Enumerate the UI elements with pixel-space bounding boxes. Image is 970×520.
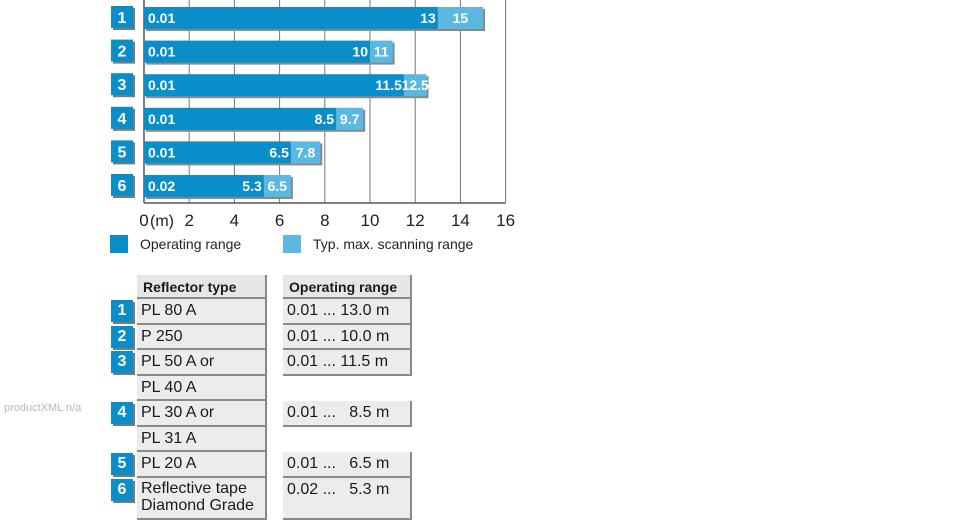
row-badge [111, 39, 133, 62]
table-header-reflector-type: Reflector type [137, 275, 267, 299]
legend-operating-label: Operating range [140, 236, 242, 252]
operating-range-bar [144, 141, 291, 164]
legend-operating: Operating range [110, 235, 241, 253]
bar-start-label: 0.01 [148, 10, 175, 26]
operating-range-cell: 0.01 ... 8.5 m [283, 401, 412, 427]
bar-operating-label: 8.5 [315, 111, 335, 127]
reflector-type-cell: Reflective tape Diamond Grade [137, 478, 267, 520]
x-tick-label: 8 [320, 211, 329, 230]
operating-range-cell: 0.02 ... 5.3 m [283, 478, 412, 520]
reflector-type-cell: P 250 [137, 325, 267, 350]
row-badge-number: 4 [118, 111, 127, 128]
operating-range-bar [144, 175, 264, 197]
bar-operating-label: 5.3 [242, 178, 262, 194]
legend-scanning-swatch [283, 235, 301, 253]
reflector-type-cell: PL 31 A [137, 427, 267, 452]
bar-operating-label: 10 [352, 44, 368, 60]
bar-max-label: 9.7 [340, 111, 360, 127]
bar-start-label: 0.01 [148, 77, 175, 93]
operating-range-bar [144, 107, 337, 130]
row-badge-number: 2 [118, 44, 127, 61]
operating-range-bar [144, 40, 370, 63]
table-header-operating-range: Operating range [283, 275, 412, 299]
table-row-number-badge: 1 [111, 300, 133, 322]
legend-scanning-label: Typ. max. scanning range [313, 236, 474, 252]
operating-range-bar [144, 7, 438, 29]
operating-range-bar [144, 74, 404, 97]
row-badge [111, 174, 133, 196]
row-badge [111, 106, 133, 129]
bar-start-label: 0.02 [148, 178, 175, 194]
bar-start-label: 0.01 [148, 111, 175, 127]
table-row-number-badge: 4 [111, 402, 133, 424]
x-tick-label: 14 [451, 211, 470, 230]
scanning-range-bar [437, 7, 483, 29]
reflector-type-cell: PL 80 A [137, 299, 267, 325]
table-row-number-badge: 2 [111, 326, 133, 348]
reflector-type-cell: PL 50 A or [137, 350, 267, 376]
reflector-type-cell: PL 30 A or [137, 401, 267, 427]
row-badge [111, 140, 133, 163]
x-unit-label: (m) [150, 213, 174, 230]
row-badge [111, 73, 133, 96]
row-badge-number: 6 [118, 178, 127, 195]
bar-start-label: 0.01 [148, 44, 175, 60]
x-tick-label: 12 [406, 211, 425, 230]
row-badge [111, 6, 133, 28]
operating-range-cell: 0.01 ... 6.5 m [283, 452, 412, 478]
row-badge-number: 3 [118, 77, 127, 94]
table-row-number-badge: 5 [111, 453, 133, 475]
bar-max-label: 15 [453, 10, 469, 26]
x-tick-label: 0 [139, 211, 148, 230]
table-row-number-badge: 6 [111, 479, 133, 501]
bar-max-label: 7.8 [296, 144, 316, 160]
scanning-range-bar [336, 107, 364, 130]
row-badge-number: 5 [118, 144, 127, 161]
x-tick-label: 2 [184, 211, 193, 230]
bar-max-label: 6.5 [268, 178, 288, 194]
row-badge-number: 1 [118, 10, 127, 27]
bar-operating-label: 11.5 [375, 77, 402, 93]
watermark-text: productXML n/a [4, 402, 82, 414]
scanning-range-bar [403, 74, 427, 97]
operating-range-cell: 0.01 ... 11.5 m [283, 350, 412, 376]
bar-operating-label: 13 [420, 10, 436, 26]
scanning-range-bar [290, 141, 321, 164]
x-tick-label: 10 [361, 211, 380, 230]
operating-range-cell: 0.01 ... 13.0 m [283, 299, 412, 325]
range-chart: 0 2 4 6 8 10 12 14 16 (m) 1 0.01 13 15 2 0.01 10 11 3 0.01 1… [111, 0, 515, 230]
table-row-number-badge: 3 [111, 351, 133, 373]
x-tick-label: 16 [496, 211, 515, 230]
bar-max-label: 12.5 [402, 77, 429, 93]
x-tick-label: 4 [230, 211, 239, 230]
operating-range-cell: 0.01 ... 10.0 m [283, 325, 412, 350]
reflector-type-cell: PL 40 A [137, 376, 267, 401]
reflector-type-cell: PL 20 A [137, 452, 267, 478]
legend-operating-swatch [110, 235, 128, 253]
legend-scanning: Typ. max. scanning range [283, 235, 473, 253]
scanning-range-bar [263, 175, 291, 197]
x-tick-label: 6 [275, 211, 284, 230]
bar-start-label: 0.01 [148, 144, 175, 160]
bar-operating-label: 6.5 [269, 144, 289, 160]
scanning-range-bar [370, 40, 393, 63]
bar-max-label: 11 [374, 44, 389, 60]
